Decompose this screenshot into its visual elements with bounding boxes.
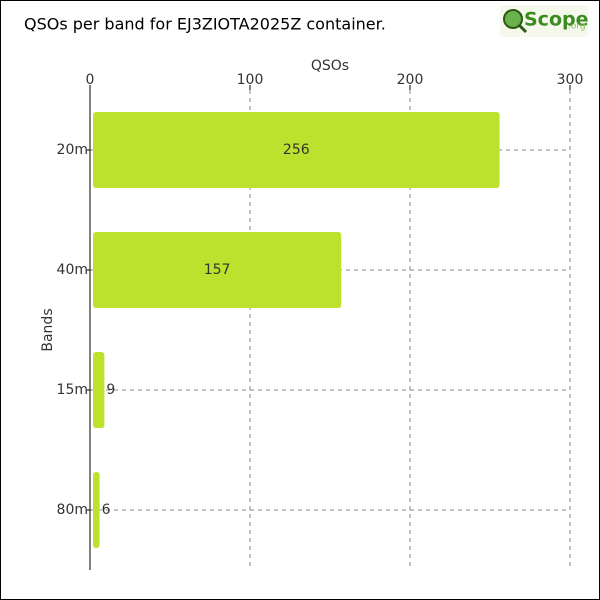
y-tick-label: 20m — [57, 142, 88, 158]
value-label: 157 — [204, 262, 231, 278]
logo-handle — [517, 23, 528, 34]
y-tick-label: 80m — [57, 502, 88, 518]
y-tick-label: 40m — [57, 262, 88, 278]
x-tick-label: 300 — [557, 72, 584, 88]
y-tick-label: 15m — [57, 382, 88, 398]
x-tick-label: 0 — [86, 72, 95, 88]
logo-text: Scope — [524, 9, 589, 31]
logo-suffix: .org — [568, 22, 586, 32]
bar — [93, 232, 342, 308]
logo-icon — [503, 9, 523, 29]
value-label: 6 — [102, 502, 111, 518]
bar — [93, 352, 105, 428]
chart-title: QSOs per band for EJ3ZIOTA2025Z containe… — [24, 15, 386, 34]
value-label: 256 — [283, 142, 310, 158]
bar — [93, 472, 100, 548]
y-axis-label: Bands — [40, 308, 56, 351]
x-tick-label: 100 — [237, 72, 264, 88]
logo: Scope .org — [500, 5, 589, 37]
x-tick-label: 200 — [397, 72, 424, 88]
bar — [93, 112, 500, 188]
value-label: 9 — [106, 382, 115, 398]
x-axis-label: QSOs — [311, 58, 349, 74]
